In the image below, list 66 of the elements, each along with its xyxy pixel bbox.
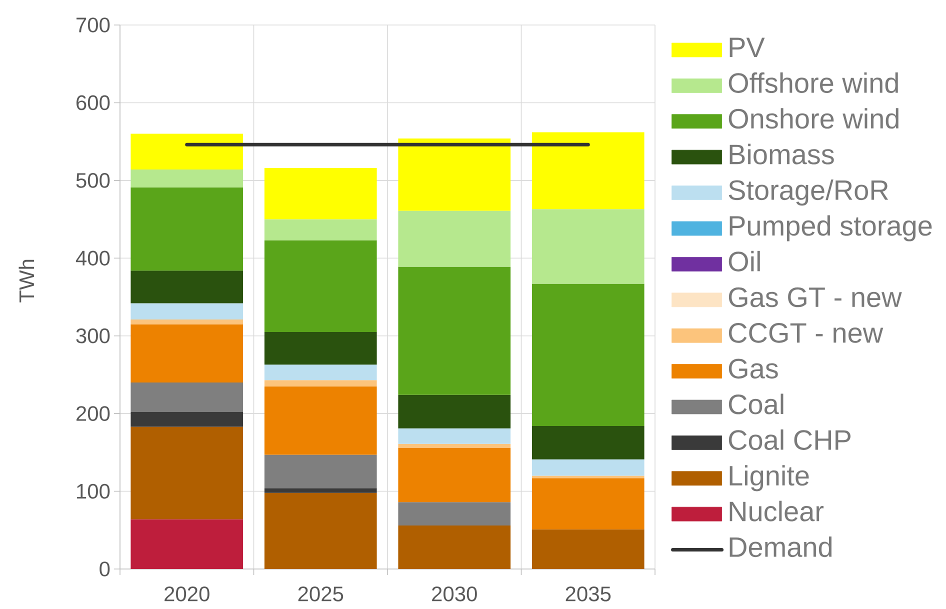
bar [532,209,644,284]
y-tick-label: 700 [76,18,110,32]
bar [264,219,377,240]
x-tick-label: 2030 [432,586,477,602]
y-tick-label: 100 [77,484,110,499]
bar [264,240,377,332]
x-tick-label: 2020 [164,586,210,602]
bar [130,170,244,188]
bar [264,454,377,488]
bar [130,303,244,320]
bar [398,210,511,267]
bar [398,525,511,569]
bar [130,412,244,427]
bar [130,426,244,520]
bar [264,364,377,380]
bar [532,478,644,530]
bar [532,132,644,210]
bar [264,168,377,220]
legend-label: Biomass [730,144,834,164]
y-tick-label: 0 [100,562,110,576]
legend-label: Onshore wind [728,108,898,129]
legend-label: CCGT - new [728,323,884,343]
bar [264,386,377,455]
y-tick-label: 200 [76,406,110,422]
bar [264,380,377,386]
bar [398,138,511,211]
bar [398,428,511,444]
bar [130,382,244,412]
legend-label: PV [730,38,765,57]
bar [130,324,244,382]
bar [532,284,644,426]
legend-label: Gas [728,358,778,379]
legend-label: Oil [728,250,760,272]
y-tick-label: 600 [76,95,110,110]
legend-label: Lignite [730,465,809,492]
bar [130,187,244,271]
y-axis-title: TWh [18,260,34,302]
legend-label: Coal CHP [728,429,850,450]
bar [398,444,511,448]
legend-label: Storage/RoR [728,179,888,206]
y-tick-label: 300 [76,328,110,344]
bar [532,476,644,478]
y-tick-label: 400 [76,250,110,266]
bar [398,266,511,395]
legend-label: Nuclear [730,500,824,522]
bar [532,426,644,460]
bar [130,519,244,569]
bar [532,529,644,569]
legend-label: Pumped storage [730,215,932,242]
bar [398,394,511,428]
bar [532,459,644,476]
x-tick-label: 2025 [298,586,344,602]
bar [398,502,511,526]
legend-label: Demand [730,536,832,558]
bar [130,134,244,170]
x-tick-label: 2035 [566,586,611,602]
bar [130,320,244,324]
bar [264,488,377,493]
bar [264,332,377,365]
bar [398,448,511,502]
bar [264,492,377,569]
legend-label: Gas GT - new [728,287,902,308]
y-tick-label: 500 [76,173,110,188]
legend-label: Coal [728,394,784,414]
bar [130,270,244,304]
legend-label: Offshore wind [728,72,898,93]
